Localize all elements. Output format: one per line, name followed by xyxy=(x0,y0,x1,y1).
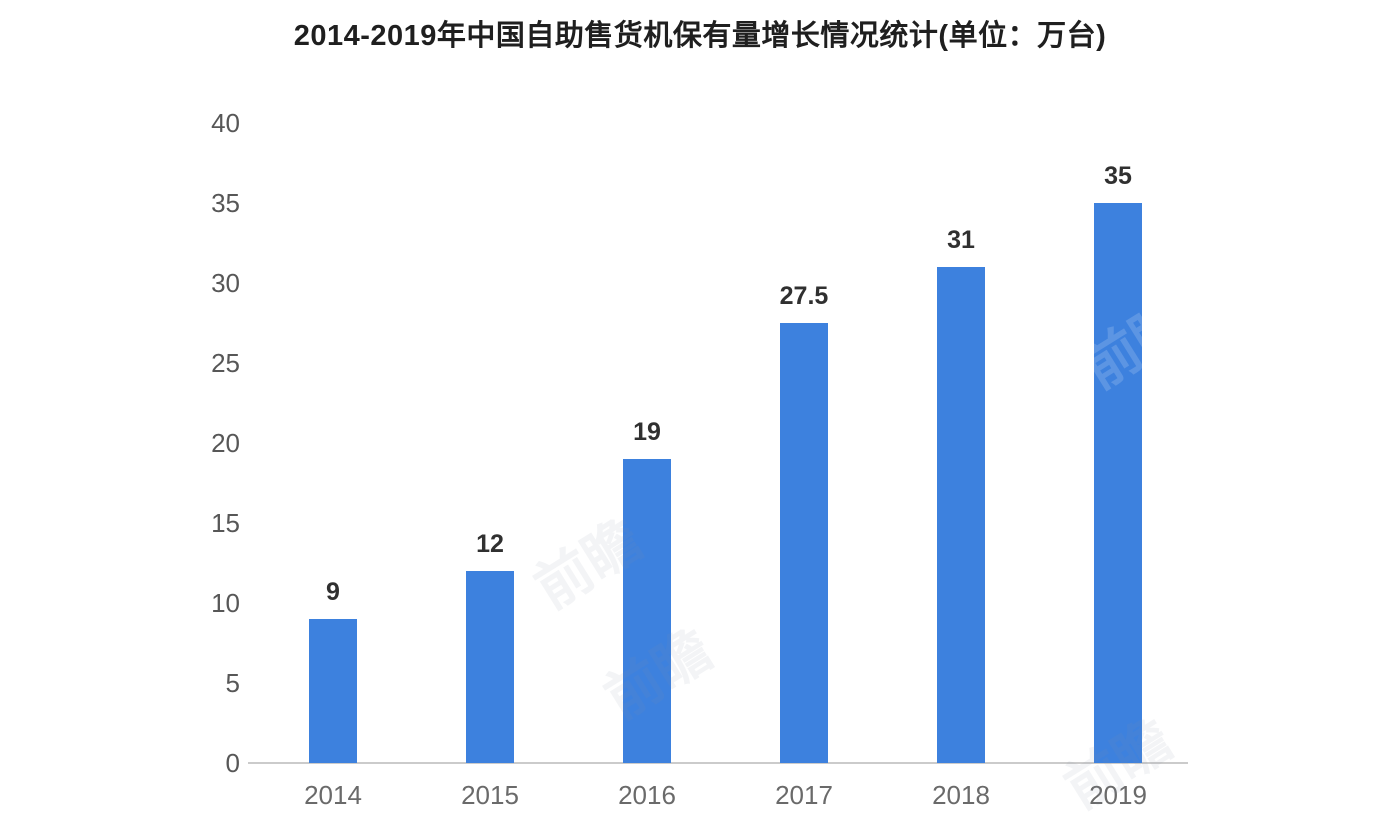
bar-value-label: 9 xyxy=(326,578,340,606)
x-tick-label: 2017 xyxy=(775,780,833,810)
x-axis-line xyxy=(248,762,1188,764)
bar-2018 xyxy=(937,267,985,763)
bar-2019 xyxy=(1094,203,1142,763)
x-tick-label: 2014 xyxy=(304,780,362,810)
bar-value-label: 19 xyxy=(633,418,661,446)
y-tick-label: 0 xyxy=(225,748,240,778)
bar-value-label: 31 xyxy=(947,226,975,254)
y-tick-label: 25 xyxy=(211,348,240,378)
y-tick-label: 20 xyxy=(211,428,240,458)
bar-value-label: 12 xyxy=(476,530,504,558)
bar-2014 xyxy=(309,619,357,763)
chart-title: 2014-2019年中国自助售货机保有量增长情况统计(单位：万台) xyxy=(293,20,1107,52)
x-tick-label: 2019 xyxy=(1089,780,1147,810)
y-tick-label: 35 xyxy=(211,188,240,218)
x-tick-label: 2016 xyxy=(618,780,676,810)
x-tick-label: 2015 xyxy=(461,780,519,810)
y-tick-label: 40 xyxy=(211,108,240,138)
bar-2017 xyxy=(780,323,828,763)
bar-value-label: 27.5 xyxy=(779,282,829,310)
x-tick-label: 2018 xyxy=(932,780,990,810)
y-tick-label: 10 xyxy=(211,588,240,618)
bar-2015 xyxy=(466,571,514,763)
y-tick-label: 15 xyxy=(211,508,240,538)
y-tick-label: 30 xyxy=(211,268,240,298)
y-tick-label: 5 xyxy=(225,668,240,698)
bar-value-label: 35 xyxy=(1104,162,1132,190)
bar-2016 xyxy=(623,459,671,763)
